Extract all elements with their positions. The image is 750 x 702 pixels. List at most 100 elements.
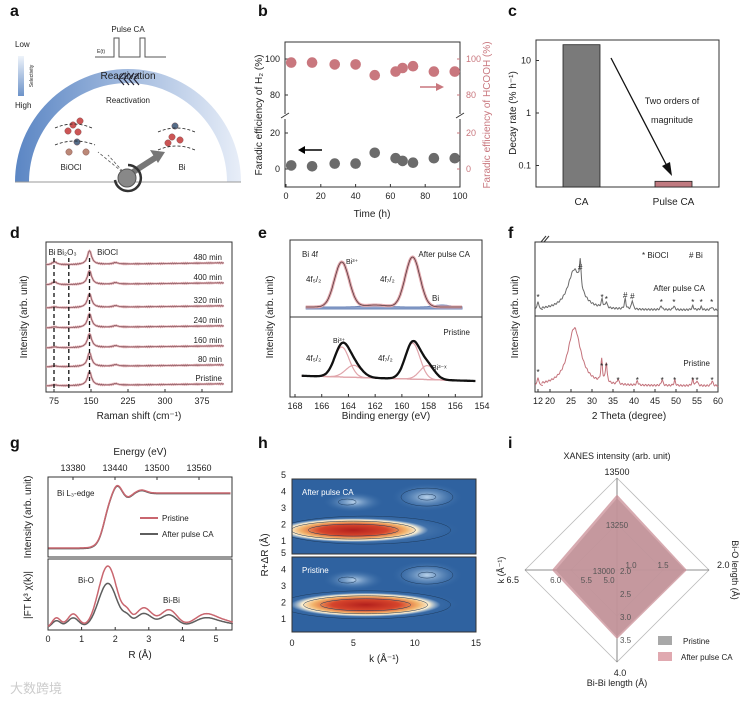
legend-label: After pulse CA	[162, 530, 214, 539]
x-tick-label: 4	[180, 634, 185, 644]
radar-axis-label-bottom: Bi-Bi length (Å)	[587, 678, 648, 688]
data-point-hcooh	[397, 62, 408, 74]
y-axis-label-left: Faradic efficiency of H₂ (%)	[254, 55, 265, 176]
x-tick-label: 80	[420, 191, 430, 201]
data-point-hcooh	[350, 59, 361, 70]
legend-label: After pulse CA	[681, 653, 733, 662]
x-category-label: CA	[575, 197, 589, 208]
y-tick-label: 1	[526, 108, 531, 118]
annotation-text: Two orders of	[645, 96, 700, 106]
y-tick-label: 3	[281, 581, 286, 591]
x-tick-label: 1	[79, 634, 84, 644]
selector-dashed-line	[107, 154, 127, 176]
x-tick-label: 154	[475, 401, 490, 411]
annotation-text: magnitude	[651, 115, 693, 125]
chevron-icon	[133, 72, 140, 86]
y-axis-label-right: Faradic efficiency of HCOOH (%)	[482, 41, 493, 188]
xrd-pattern-after	[541, 258, 719, 312]
x-axis-label: k (Å⁻¹)	[369, 652, 399, 665]
pulse-ca-title: Pulse CA	[111, 25, 145, 34]
series-label: 480 min	[194, 253, 222, 262]
radar-tick-label: 2.0	[620, 567, 632, 576]
y-axis-label: Intensity (arb. unit)	[510, 276, 521, 359]
exafs-pristine	[47, 565, 234, 627]
y-axis-label-top: Intensity (arb. unit)	[23, 476, 34, 559]
x-tick-label: 20	[545, 396, 555, 406]
4f72-label: 4f₇/₂	[378, 354, 393, 363]
orbital-dash	[157, 145, 196, 151]
series-label: Pristine	[195, 374, 222, 383]
contour-line	[308, 523, 399, 537]
panel-label: i	[508, 435, 512, 452]
contour-line	[303, 595, 428, 615]
y-axis-label: Decay rate (% h⁻¹)	[508, 71, 519, 155]
legend-biocl: * BiOCl	[642, 251, 668, 260]
wavelet-feature	[323, 570, 384, 591]
atom-icon	[164, 139, 172, 147]
peak-marker-top: *	[691, 298, 694, 307]
panel-label: d	[10, 225, 20, 242]
y-tick-label: 1	[281, 536, 286, 546]
panel-label-after: After pulse CA	[418, 250, 470, 259]
peak-marker-top: *	[660, 298, 663, 307]
x-category-label: Pulse CA	[653, 197, 695, 208]
raman-spectrum-0	[46, 250, 224, 266]
data-point-h2	[449, 152, 461, 164]
y-tick-label: 5	[281, 470, 286, 480]
plot-g-top-frame	[47, 476, 233, 558]
xrd-pattern-pristine	[541, 326, 719, 388]
peak-marker-top: *	[672, 298, 675, 307]
axis-break-icon	[540, 235, 547, 243]
legend-label: Pristine	[162, 514, 189, 523]
y-tick-label-left: 100	[265, 54, 280, 64]
data-point-h2	[306, 161, 318, 172]
left-axis-arrow-icon	[298, 146, 305, 154]
axis-break-icon	[280, 112, 290, 119]
x-tick-label: 12	[533, 396, 543, 406]
xps-spectrum-pristine	[301, 339, 476, 383]
x-axis-label: Binding energy (eV)	[342, 411, 430, 422]
peak-marker-bottom: *	[536, 368, 539, 377]
peak-label: Bi₂O₃	[57, 248, 77, 257]
x-tick-label: 50	[671, 396, 681, 406]
raman-spectrum-4	[46, 333, 224, 349]
raman-spectrum-1	[46, 270, 224, 286]
x-tick-label: 20	[316, 191, 326, 201]
selectivity-label: Selectivity	[29, 64, 35, 87]
y-tick-label-right: 100	[466, 54, 481, 64]
contour-line	[400, 565, 454, 585]
axis-break-icon	[455, 112, 465, 119]
y-axis-label: Intensity (arb. unit)	[265, 276, 276, 359]
atom-icon	[65, 148, 73, 156]
y-axis-label: Intensity (arb. unit)	[19, 276, 30, 359]
peak-marker-top: #	[623, 291, 628, 300]
signal-label: E(t)	[97, 49, 105, 55]
panel-label: c	[508, 3, 517, 20]
atom-icon	[76, 117, 84, 125]
radar-axis-label-left: k (Å⁻¹)	[496, 557, 506, 584]
data-point-h2	[285, 160, 297, 171]
radar-tick-label: 13250	[606, 521, 629, 530]
wavelet-frame	[291, 556, 477, 633]
atom-icon	[74, 128, 82, 136]
legend-swatch-after	[658, 652, 672, 661]
4f72-label: 4f₇/₂	[380, 275, 395, 284]
top-x-tick-label: 13380	[60, 463, 85, 473]
wavelet-hotspot	[292, 592, 441, 617]
chevron-icon	[128, 72, 135, 86]
y-tick-label-right: 0	[466, 164, 471, 174]
atom-icon	[168, 133, 176, 141]
data-point-hcooh	[369, 69, 381, 81]
xps-spectrum-after	[305, 256, 462, 308]
bi3-label: Bi³⁺	[346, 259, 359, 266]
right-axis-arrow-icon	[436, 83, 444, 91]
contour-line	[337, 498, 357, 506]
plot-e-frame	[289, 239, 483, 398]
y-tick-label-right: 80	[466, 90, 476, 100]
wavelet-feature	[391, 561, 462, 590]
selectivity-arc	[15, 69, 241, 182]
peak-marker-top: *	[605, 295, 608, 304]
panel-label-pristine: Pristine	[443, 328, 470, 337]
selectivity-gradient-bar	[18, 56, 24, 96]
x-tick-label: 375	[194, 396, 209, 406]
